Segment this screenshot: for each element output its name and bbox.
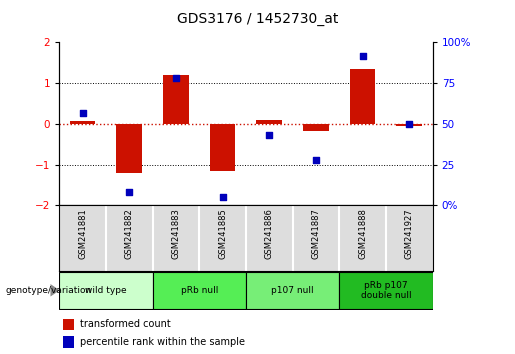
Text: GSM241887: GSM241887 [312, 209, 320, 259]
Text: GSM241886: GSM241886 [265, 209, 274, 259]
Bar [350, 69, 375, 124]
Text: pRb null: pRb null [181, 286, 218, 295]
Bar [210, 124, 235, 171]
Polygon shape [50, 284, 60, 297]
Text: transformed count: transformed count [80, 319, 170, 329]
Bar [303, 124, 329, 131]
Point [265, 132, 273, 138]
Text: GSM241881: GSM241881 [78, 209, 87, 259]
Text: GSM241885: GSM241885 [218, 209, 227, 259]
Text: GSM241888: GSM241888 [358, 209, 367, 259]
Text: wild type: wild type [85, 286, 127, 295]
Point [218, 194, 227, 200]
Bar [339, 272, 433, 309]
Point [358, 53, 367, 58]
Point [312, 157, 320, 162]
Text: GSM241927: GSM241927 [405, 209, 414, 259]
Point [405, 121, 414, 127]
Text: pRb p107
double null: pRb p107 double null [360, 281, 411, 300]
Bar [63, 336, 74, 348]
Text: GSM241882: GSM241882 [125, 209, 134, 259]
Bar [116, 124, 142, 173]
Bar [63, 319, 74, 330]
Text: percentile rank within the sample: percentile rank within the sample [80, 337, 245, 347]
Text: GSM241883: GSM241883 [171, 209, 180, 259]
Text: genotype/variation: genotype/variation [5, 286, 91, 295]
Bar [152, 272, 246, 309]
Bar [70, 121, 95, 124]
Point [125, 189, 133, 195]
Point [78, 110, 87, 115]
Point [172, 75, 180, 81]
Bar [397, 124, 422, 126]
Text: GDS3176 / 1452730_at: GDS3176 / 1452730_at [177, 12, 338, 27]
Bar [163, 75, 188, 124]
Bar [246, 272, 339, 309]
Text: p107 null: p107 null [271, 286, 314, 295]
Bar [256, 120, 282, 124]
Bar [59, 272, 152, 309]
